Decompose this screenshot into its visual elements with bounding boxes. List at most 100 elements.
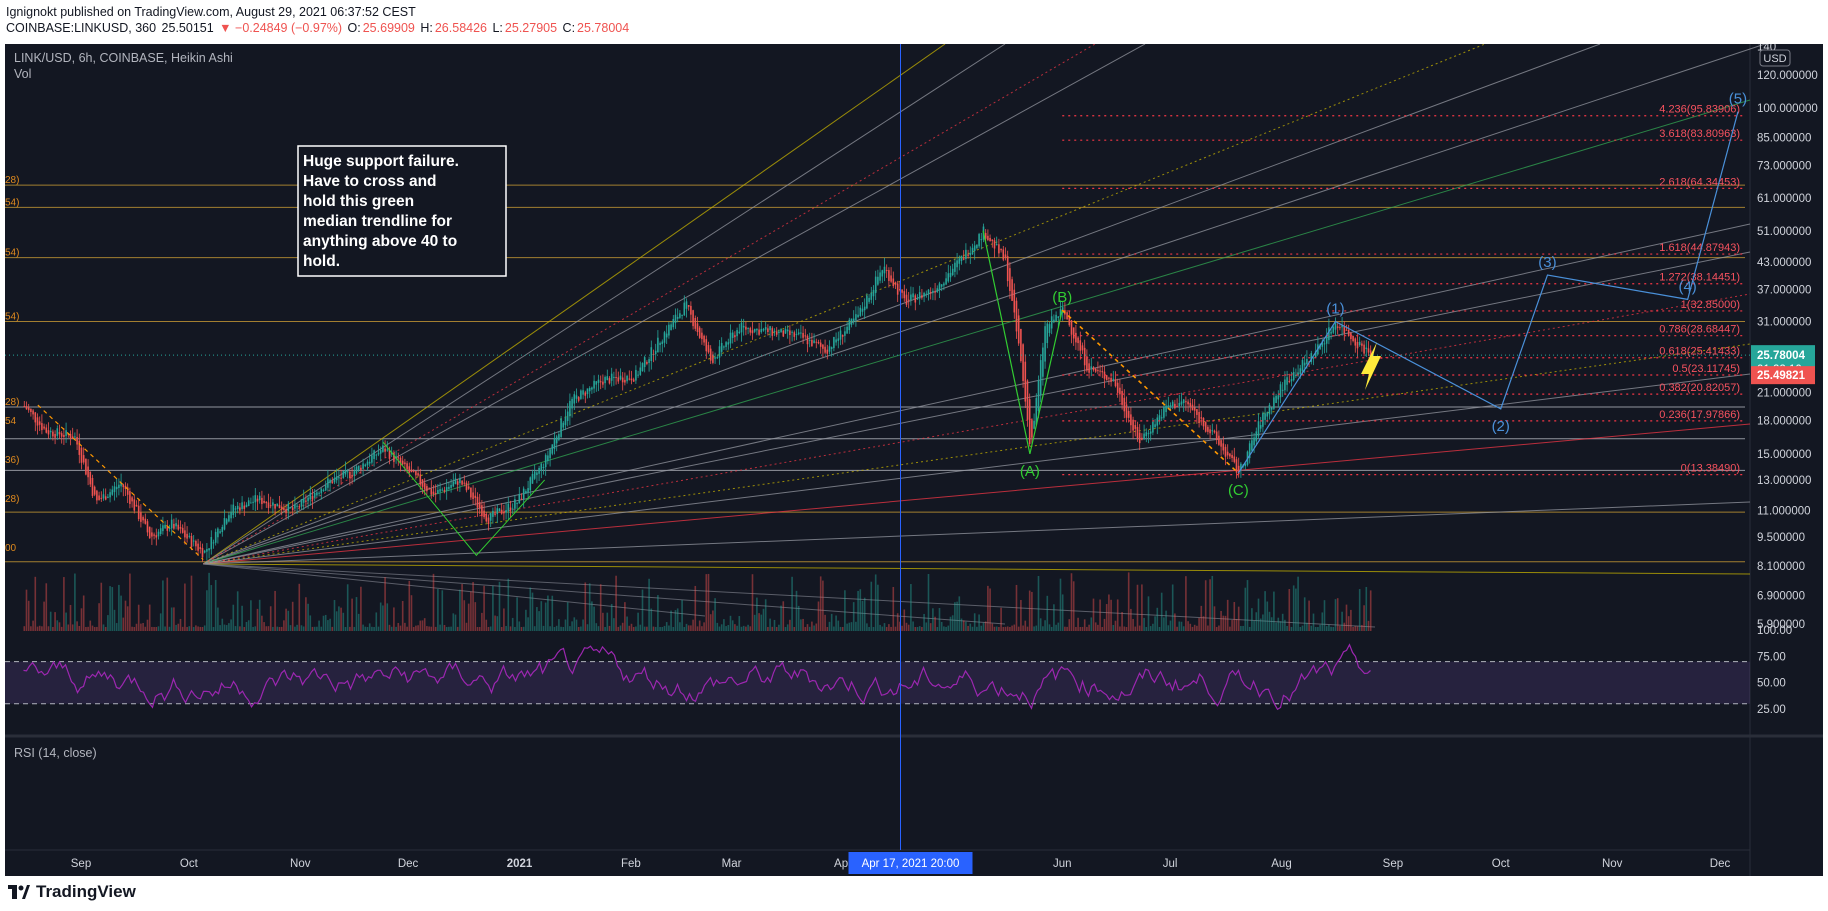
candle-body	[1044, 326, 1046, 362]
candle-body	[153, 534, 155, 536]
candle-body	[274, 504, 276, 509]
volume-bar	[137, 604, 140, 631]
volume-bar	[712, 610, 714, 631]
candle-body	[1224, 446, 1227, 457]
volume-bar	[1317, 626, 1319, 631]
candle-body	[267, 502, 270, 508]
price-axis[interactable]: 140 120.000000 100.000000 85.000000 73.00000…	[5, 44, 1818, 716]
fib-level-label: 1.272(38.14451)	[1659, 272, 1740, 284]
candle-body	[1354, 338, 1357, 346]
candle-body	[346, 471, 349, 473]
candle-body	[540, 463, 543, 471]
volume-bar	[1031, 591, 1033, 631]
candle-body	[1123, 397, 1126, 412]
time-axis[interactable]: Sep Oct Nov Dec 2021 Feb Mar Apr Jun Jul Aug Sep Oct…	[71, 852, 1731, 874]
volume-bar	[373, 626, 375, 631]
candle-body	[43, 426, 45, 429]
volume-bar	[654, 626, 657, 631]
candle-body	[98, 495, 100, 501]
rsi-tick-label: 25.00	[1757, 704, 1786, 716]
candle-body	[192, 540, 195, 542]
candle-body	[991, 239, 994, 241]
volume-legend[interactable]: Vol	[14, 67, 31, 81]
candle-body	[87, 466, 89, 478]
candle-body	[27, 407, 30, 411]
candle-body	[912, 293, 914, 298]
candle-body	[296, 505, 298, 507]
rsi-legend[interactable]: RSI (14, close)	[14, 746, 97, 760]
volume-bar	[1279, 621, 1282, 631]
open-value: 25.69909	[362, 21, 415, 35]
candle-body	[1077, 337, 1079, 344]
volume-bar	[1099, 599, 1101, 631]
candle-body	[580, 390, 582, 399]
candle-body	[76, 436, 78, 445]
currency-badge[interactable]: USD	[1759, 49, 1791, 67]
candle-body	[1218, 435, 1220, 445]
candle-body	[1143, 433, 1145, 439]
volume-bar	[800, 619, 802, 631]
volume-bar	[98, 603, 100, 631]
volume-bar	[608, 625, 611, 631]
candle-body	[199, 547, 202, 549]
volume-bar	[1033, 626, 1035, 631]
volume-bar	[43, 601, 45, 631]
candle-body	[841, 335, 844, 337]
candle-body	[474, 495, 477, 498]
volume-bar	[258, 599, 261, 631]
volume-bar	[1262, 614, 1264, 631]
candle-body	[628, 378, 631, 380]
candle-body	[1097, 370, 1099, 372]
volume-bar	[318, 620, 320, 631]
candle-body	[245, 504, 248, 508]
chart-legend-title[interactable]: LINK/USD, 6h, COINBASE, Heikin Ashi	[14, 51, 233, 65]
candle-body	[703, 335, 705, 343]
candle-body	[1022, 344, 1024, 381]
volume-bar	[817, 601, 820, 631]
candle-body	[58, 432, 61, 435]
tradingview-logo-icon	[8, 885, 30, 899]
candle-body	[1226, 451, 1229, 456]
ohlc-line: COINBASE:LINKUSD, 360 25.50151 ▼ −0.2484…	[6, 20, 631, 36]
candle-body	[775, 331, 778, 335]
volume-bar	[1094, 622, 1097, 631]
volume-bar	[529, 587, 532, 631]
candle-body	[1347, 329, 1350, 337]
volume-bar	[760, 614, 763, 631]
candle-body	[973, 245, 976, 251]
annotation-note[interactable]: Huge support failure. Have to cross and …	[297, 145, 507, 277]
volume-bar	[751, 574, 754, 631]
volume-bar	[828, 621, 831, 631]
candle-body	[313, 492, 316, 498]
volume-bar	[573, 617, 576, 631]
volume-bar	[1308, 600, 1310, 631]
fan-trendline	[203, 563, 706, 617]
candle-body	[1284, 379, 1286, 391]
fib-level-label: 0.382(20.82057)	[1659, 382, 1740, 394]
volume-bar	[415, 625, 417, 631]
volume-bar	[866, 623, 868, 631]
volume-bar	[269, 606, 272, 631]
volume-bar	[85, 626, 87, 631]
candle-body	[1081, 345, 1084, 351]
candle-body	[1251, 440, 1253, 451]
volume-bar	[1163, 617, 1165, 631]
volume-bar	[1026, 626, 1029, 631]
candle-body	[294, 504, 296, 509]
candle-body	[681, 314, 683, 316]
tradingview-footer[interactable]: TradingView	[8, 882, 136, 902]
candle-body	[745, 326, 747, 330]
candle-body	[837, 338, 840, 341]
candle-body	[120, 482, 122, 487]
candle-body	[767, 328, 769, 333]
volume-bar	[1028, 590, 1031, 631]
volume-bar	[1211, 575, 1214, 631]
candle-body	[1273, 397, 1275, 409]
fib-level-label: 3.618(83.80963)	[1659, 128, 1740, 140]
chart-canvas[interactable]: 28) 54) 54) 54) 28) 54 36) 28) 00 4.236(95.83906…	[5, 44, 1823, 876]
volume-bar	[883, 623, 886, 631]
volume-bar	[1330, 626, 1332, 631]
candle-body	[877, 276, 879, 285]
volume-bar	[1242, 625, 1244, 631]
volume-bar	[540, 601, 543, 631]
